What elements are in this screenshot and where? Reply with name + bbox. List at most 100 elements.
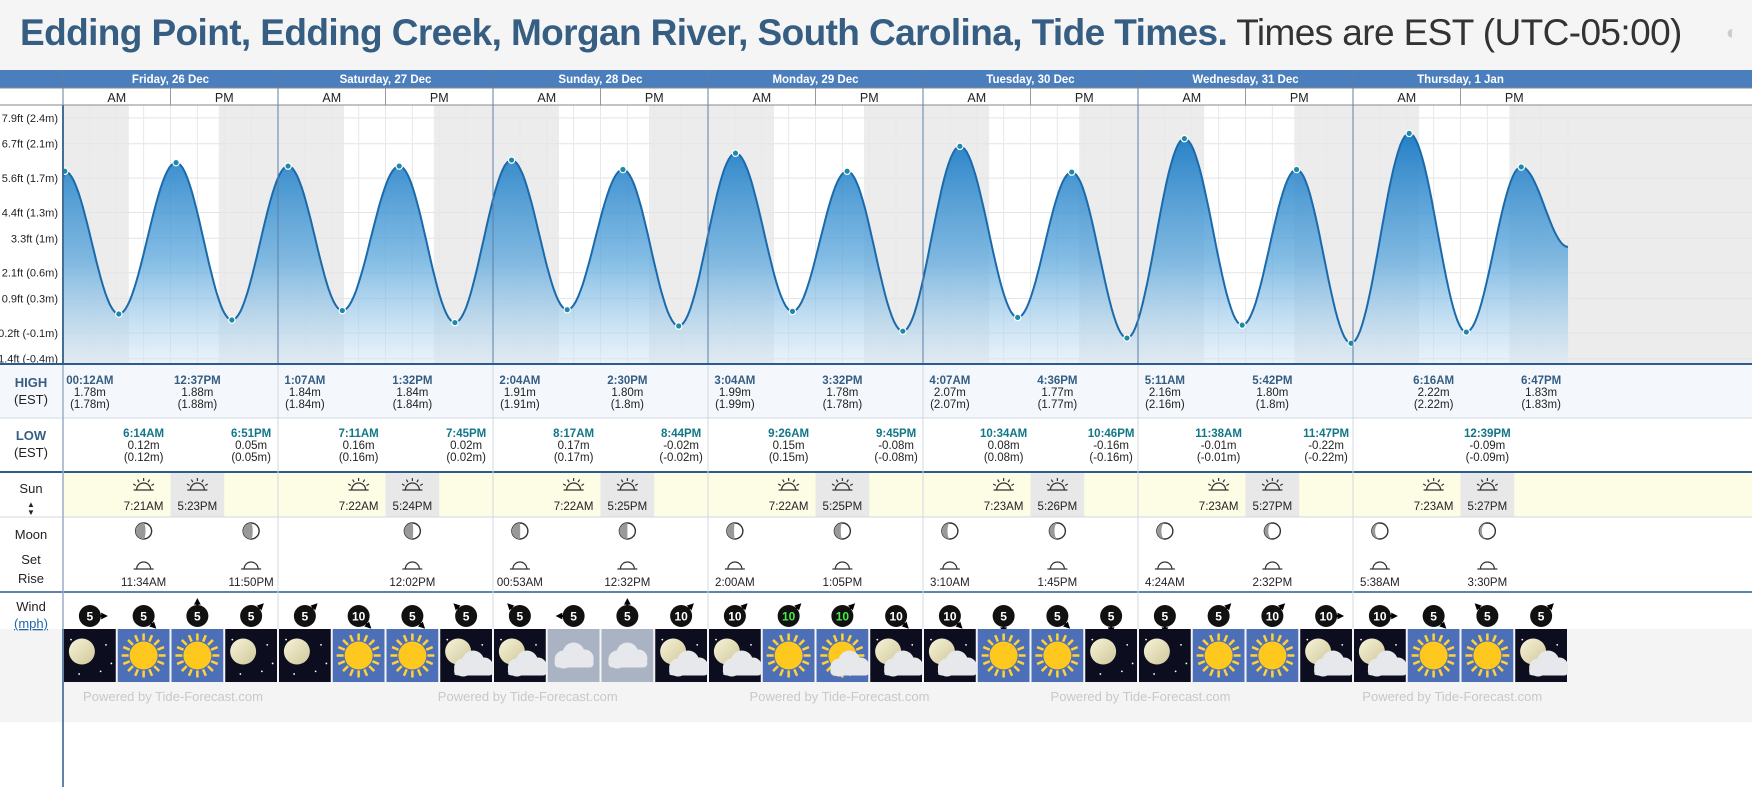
wind-icon: 5 — [240, 603, 264, 627]
sunrise-time: 7:22AM — [554, 501, 594, 513]
wind-speed: 5 — [248, 610, 255, 624]
y-tick-label: 5.6ft (1.7m) — [2, 173, 58, 185]
low-tide-height-paren: (0.12m) — [124, 452, 164, 464]
low-tide-height: -0.16m — [1093, 440, 1129, 452]
sun-ray — [1232, 660, 1240, 666]
cloud-base — [1529, 666, 1569, 676]
moon-shadow — [1371, 523, 1380, 539]
wind-speed: 5 — [570, 610, 577, 624]
sun-ray — [349, 668, 355, 677]
wind-speed: 5 — [1538, 610, 1545, 624]
wind-icon: 5 — [1207, 603, 1232, 627]
low-tide-point — [228, 316, 236, 324]
sun-ray — [1422, 483, 1427, 487]
low-tide-height-paren: (0.17m) — [554, 452, 594, 464]
low-tide-point — [674, 322, 683, 330]
wind-speed: 5 — [409, 610, 416, 624]
sun-ray — [825, 639, 833, 646]
moon-phase-icon — [242, 522, 260, 540]
wind-unit-link[interactable]: (mph) — [14, 616, 48, 631]
wind-disc — [1315, 605, 1338, 627]
high-tide-point — [1405, 129, 1413, 138]
moonrise-time: 4:24AM — [1145, 577, 1185, 589]
high-tide-time: 00:12AM — [66, 375, 113, 387]
sun-ray — [132, 483, 137, 487]
sun-ray — [782, 479, 785, 483]
attribution-text: Powered by Tide-Forecast.com — [1362, 689, 1542, 704]
sun-shape — [1419, 641, 1448, 670]
wind-speed: 10 — [836, 610, 850, 624]
sun-ray — [1050, 479, 1054, 483]
wind-speed: 5 — [1215, 610, 1222, 624]
wind-arrowhead — [1391, 612, 1398, 620]
high-tide-height-paren: (1.8m) — [1256, 399, 1289, 411]
sun-ray — [1197, 660, 1206, 666]
sun-ray — [1443, 639, 1451, 646]
wind-speed: 5 — [140, 610, 147, 624]
sun-ray — [767, 660, 776, 666]
attribution-text: Powered by Tide-Forecast.com — [83, 689, 263, 704]
cloud-shape — [937, 650, 977, 677]
star — [1521, 638, 1524, 641]
wind-speed: 5 — [1430, 610, 1437, 624]
sun-arc — [1210, 482, 1227, 491]
attribution-text: Powered by Tide-Forecast.com — [750, 689, 930, 704]
wind-icon: 5 — [186, 598, 209, 627]
wind-arrowhead — [740, 603, 748, 611]
wind-speed: 5 — [517, 610, 524, 624]
high-tide-time: 6:47PM — [1521, 375, 1561, 387]
sun-ray — [342, 639, 349, 646]
high-tide-height: 2.16m — [1149, 387, 1181, 399]
sun-ray — [1494, 483, 1499, 487]
moon-shadow — [404, 523, 414, 539]
moon-shadow — [941, 523, 950, 539]
wind-disc — [78, 605, 101, 627]
day-header-label: Sunday, 28 Dec — [558, 74, 643, 86]
brand-icon: ◐ — [1725, 22, 1738, 44]
sun-ray — [1251, 645, 1259, 651]
sun-weather-icon — [1407, 629, 1460, 682]
cloud-weather-icon — [601, 629, 654, 682]
wind-icon: 5 — [1530, 603, 1554, 627]
moon-shadow — [1479, 523, 1488, 539]
tide-line — [62, 132, 1569, 345]
low-tide-height: -0.22m — [1308, 440, 1344, 452]
sun-ray — [1061, 479, 1064, 483]
pm-label: PM — [645, 91, 664, 105]
pm-label: PM — [860, 91, 879, 105]
moonrise-time: 1:05PM — [823, 577, 863, 589]
am-label: AM — [1397, 91, 1416, 105]
sun-ray — [176, 645, 184, 651]
sun-ray — [204, 483, 209, 487]
high-tide-time: 2:04AM — [499, 375, 540, 387]
cloud-base — [1314, 666, 1354, 676]
wind-disc — [455, 605, 478, 627]
star — [1306, 638, 1309, 641]
wind-speed: 10 — [674, 610, 688, 624]
cloud-shape — [884, 650, 924, 677]
star — [1395, 644, 1397, 646]
low-tide-time: 6:14AM — [123, 428, 164, 440]
sun-ray — [1040, 639, 1048, 646]
high-tide-point — [172, 158, 180, 167]
sunset-icon — [401, 478, 424, 491]
wind-speed: 10 — [889, 610, 903, 624]
sun-ray — [1212, 479, 1215, 483]
sun-ray — [793, 668, 799, 677]
sun-ray — [422, 639, 429, 646]
pm-label: PM — [215, 91, 234, 105]
sun-ray — [425, 660, 434, 666]
am-label: AM — [107, 91, 126, 105]
wind-arrowhead — [1277, 603, 1286, 611]
wind-speed: 5 — [1162, 610, 1169, 624]
sun-ray — [1447, 645, 1455, 651]
sun-ray — [1046, 483, 1050, 487]
wind-speed: 10 — [782, 610, 796, 624]
wind-disc — [401, 605, 424, 627]
sun-ray — [1209, 668, 1215, 677]
wind-speed: 5 — [194, 610, 201, 624]
sun-ray — [1480, 479, 1484, 483]
attribution-text: Powered by Tide-Forecast.com — [438, 689, 618, 704]
sun-ray — [849, 483, 854, 487]
sun-ray — [1036, 660, 1044, 666]
